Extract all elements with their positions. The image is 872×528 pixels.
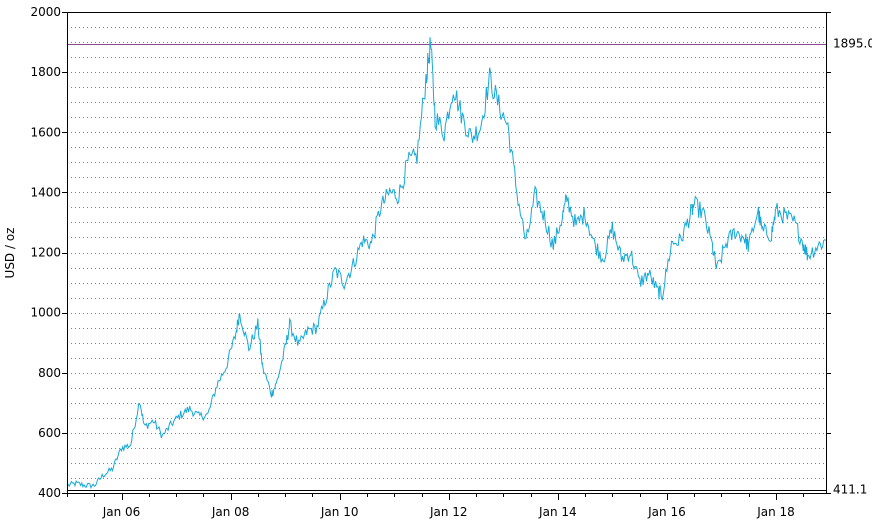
- y-tick-label: 400: [38, 486, 61, 500]
- y-tick-label: 1400: [30, 185, 61, 199]
- x-tick-label: Jan 10: [320, 505, 359, 519]
- y-axis-title: USD / oz: [3, 228, 17, 279]
- y-tick-label: 1600: [30, 125, 61, 139]
- reference-label: 411.1: [833, 483, 867, 497]
- y-tick-label: 1000: [30, 306, 61, 320]
- x-axis: Jan 06 Jan 08 Jan 10 Jan 12 Jan 14 Jan 16 Jan …: [67, 493, 804, 519]
- series-line: [66, 37, 827, 490]
- x-tick-label: Jan 08: [211, 505, 250, 519]
- reference-label: 1895.0: [833, 37, 872, 51]
- reference-lines: [67, 44, 826, 491]
- x-tick-label: Jan 14: [538, 505, 577, 519]
- y-tick-label: 600: [38, 426, 61, 440]
- reference-labels: 1895.0 411.1: [833, 37, 872, 497]
- x-tick-label: Jan 16: [647, 505, 686, 519]
- x-tick-label: Jan 18: [756, 505, 795, 519]
- chart-grid: [67, 27, 826, 479]
- y-tick-label: 1200: [30, 246, 61, 260]
- y-axis: 400 600 800 1000 1200 1400 1600 1800 2000: [30, 5, 831, 500]
- x-tick-label: Jan 12: [429, 505, 468, 519]
- x-tick-label: Jan 06: [102, 505, 141, 519]
- y-tick-label: 1800: [30, 65, 61, 79]
- y-tick-label: 800: [38, 366, 61, 380]
- y-tick-label: 2000: [30, 5, 61, 19]
